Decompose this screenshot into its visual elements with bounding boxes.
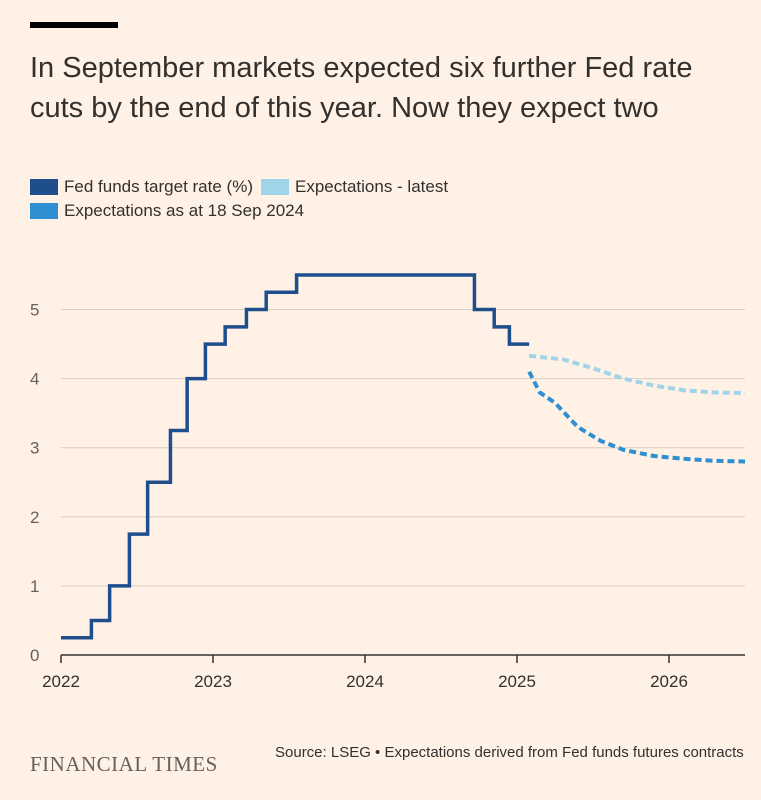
chart-title: In September markets expected six furthe… — [30, 52, 693, 124]
x-tick-label-2023: 2023 — [194, 672, 232, 691]
y-tick-label-5: 5 — [30, 301, 39, 320]
y-tick-label-1: 1 — [30, 577, 39, 596]
x-tick-label-2022: 2022 — [42, 672, 80, 691]
x-tick-label-2024: 2024 — [346, 672, 384, 691]
series-line-fed-funds-target-rate — [61, 273, 530, 640]
x-tick-label-2026: 2026 — [650, 672, 688, 691]
y-tick-label-4: 4 — [30, 370, 39, 389]
legend-label-fed-funds: Fed funds target rate (%) — [64, 177, 253, 196]
x-tick-label-2025: 2025 — [498, 672, 536, 691]
legend-row-1: Fed funds target rate (%) Expectations -… — [30, 175, 750, 199]
ft-logo: FINANCIAL TIMES — [30, 752, 218, 776]
legend-row-2: Expectations as at 18 Sep 2024 — [30, 199, 750, 223]
legend-label-expectations-latest: Expectations - latest — [294, 177, 449, 196]
series-line-expectations-as-at-18-sep-2024 — [527, 370, 746, 464]
legend-item-expectations-sep: Expectations as at 18 Sep 2024 — [30, 201, 304, 221]
legend-item-fed-funds: Fed funds target rate (%) — [30, 177, 253, 197]
series-line-expectations-latest — [528, 353, 746, 396]
legend-swatch-expectations-sep — [30, 203, 58, 219]
y-tick-label-0: 0 — [30, 646, 39, 665]
y-tick-label-3: 3 — [30, 439, 39, 458]
rate-chart: 0 1 2 3 4 5 2022 2023 2024 2025 2026 — [30, 273, 746, 691]
y-tick-label-2: 2 — [30, 508, 39, 527]
chart-footer: FINANCIAL TIMES Source: LSEG • Expectati… — [30, 740, 750, 790]
source-note: Source: LSEG • Expectations derived from… — [275, 744, 744, 761]
legend-swatch-fed-funds — [30, 179, 58, 195]
legend-label-expectations-sep: Expectations as at 18 Sep 2024 — [64, 201, 305, 220]
legend-swatch-expectations-latest — [260, 179, 289, 195]
header-accent-bar — [30, 22, 118, 28]
legend-item-expectations-latest: Expectations - latest — [260, 177, 449, 197]
chart-legend: Fed funds target rate (%) Expectations -… — [30, 175, 750, 223]
